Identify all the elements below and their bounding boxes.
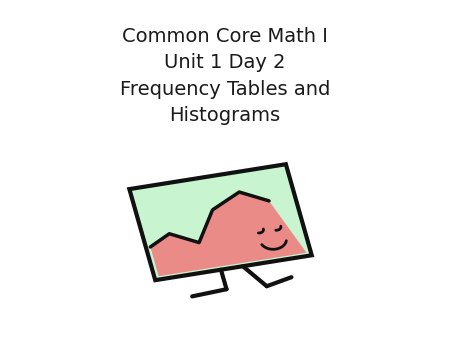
Text: Histograms: Histograms [170, 106, 280, 125]
Polygon shape [129, 164, 312, 280]
Text: Unit 1 Day 2: Unit 1 Day 2 [164, 53, 286, 72]
Text: Frequency Tables and: Frequency Tables and [120, 80, 330, 99]
Polygon shape [150, 192, 306, 276]
Text: Common Core Math I: Common Core Math I [122, 26, 328, 46]
